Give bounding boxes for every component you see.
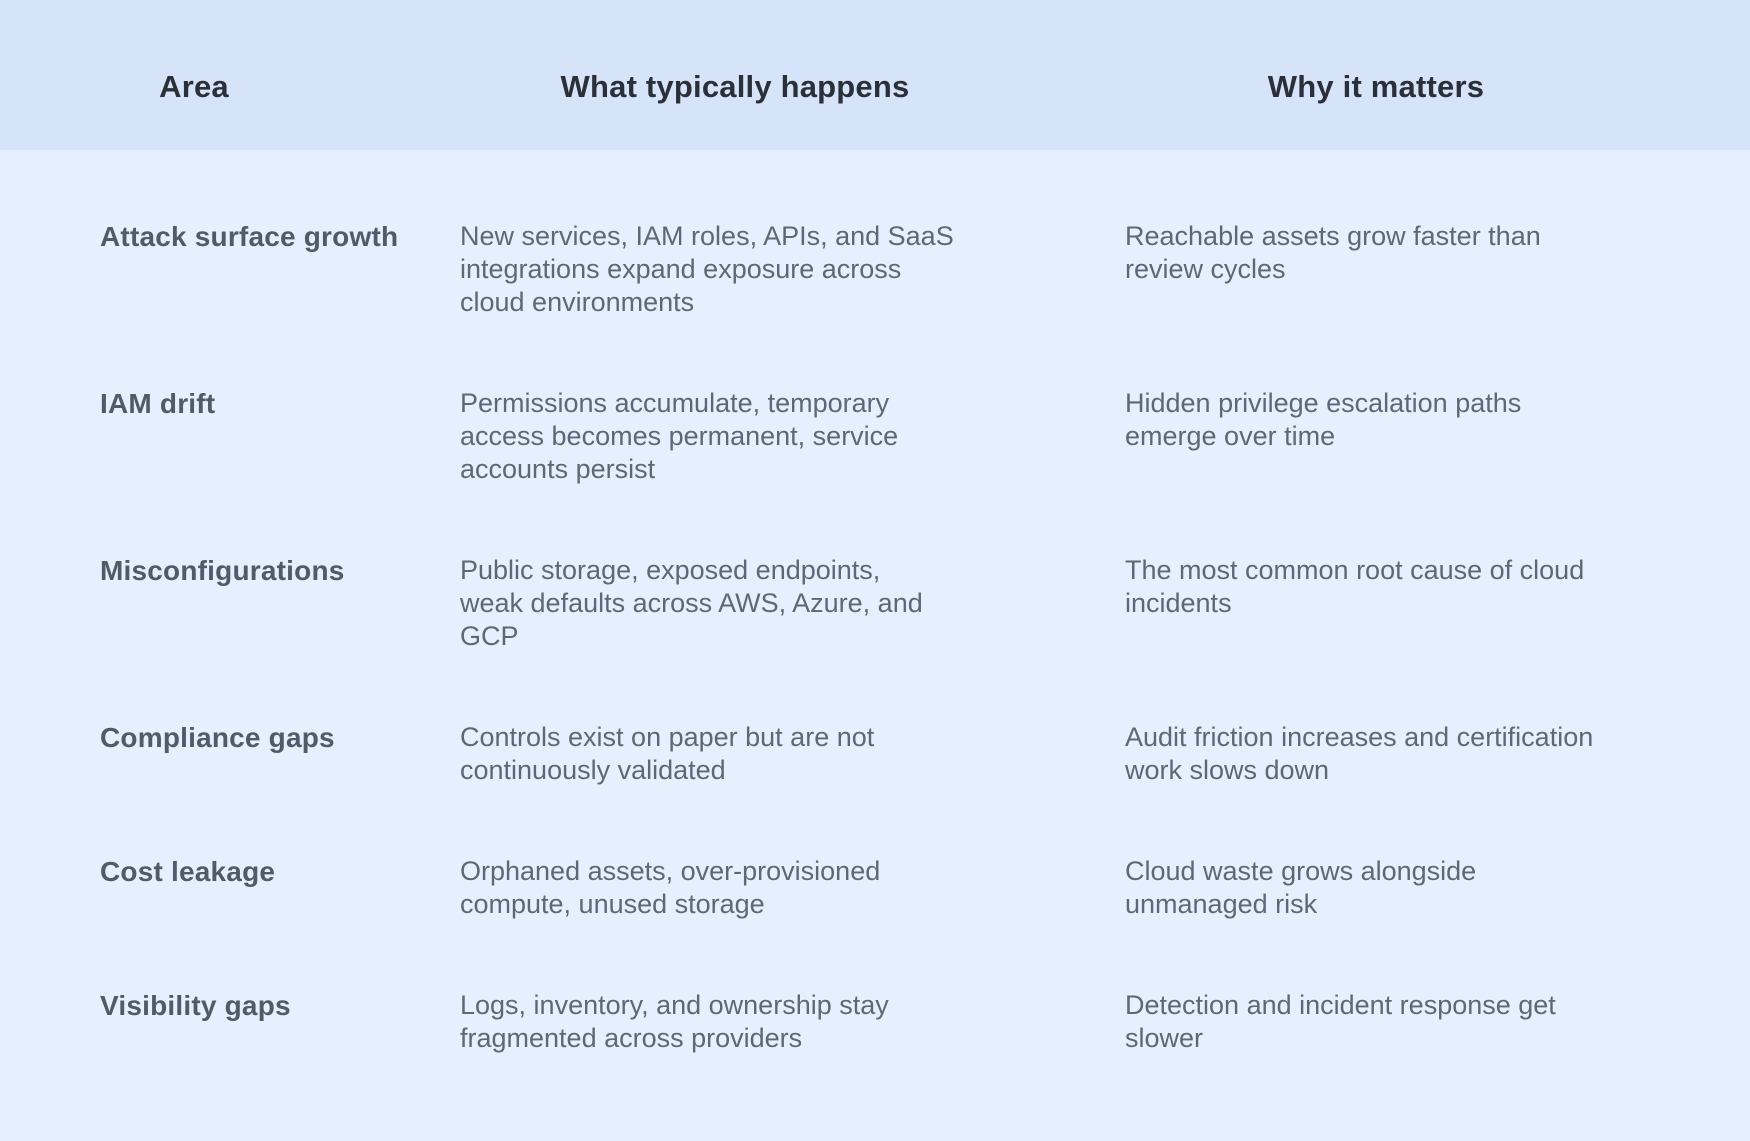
table-row-misconfigurations: Misconfigurations Public storage, expose…	[100, 554, 1695, 653]
why-it-matters-text: Hidden privilege escalation paths emerge …	[1125, 388, 1522, 451]
why-it-matters-text: Audit friction increases and certificati…	[1125, 722, 1594, 785]
area-label: Compliance gaps	[100, 722, 335, 753]
area-label: Cost leakage	[100, 856, 276, 887]
table-header-row: Area What typically happens Why it matte…	[0, 0, 1750, 150]
what-happens-text: Logs, inventory, and ownership stay fragm…	[460, 990, 889, 1053]
area-label: Visibility gaps	[100, 990, 291, 1021]
area-label: IAM drift	[100, 388, 216, 419]
table-row-iam-drift: IAM drift Permissions accumulate, tempor…	[100, 387, 1695, 486]
table-row-compliance-gaps: Compliance gaps Controls exist on paper …	[100, 721, 1695, 787]
why-it-matters-text: Cloud waste grows alongside unmanaged ris…	[1125, 856, 1477, 919]
column-header-what-typically-happens: What typically happens	[560, 69, 910, 104]
column-header-area: Area	[159, 69, 229, 104]
what-happens-text: Controls exist on paper but are not conti…	[460, 722, 875, 785]
table-body: Attack surface growth New services, IAM …	[0, 150, 1750, 1055]
what-happens-text: Public storage, exposed endpoints, weak d…	[460, 555, 923, 651]
what-happens-text: Orphaned assets, over-provisioned compute…	[460, 856, 881, 919]
area-label: Attack surface growth	[100, 221, 399, 252]
why-it-matters-text: The most common root cause of cloud incid…	[1125, 555, 1585, 618]
table-row-attack-surface-growth: Attack surface growth New services, IAM …	[100, 220, 1695, 319]
table-row-visibility-gaps: Visibility gaps Logs, inventory, and own…	[100, 989, 1695, 1055]
why-it-matters-text: Reachable assets grow faster than review …	[1125, 221, 1541, 284]
table-row-cost-leakage: Cost leakage Orphaned assets, over-provi…	[100, 855, 1695, 921]
what-happens-text: New services, IAM roles, APIs, and SaaS i…	[460, 221, 954, 317]
column-header-why-it-matters: Why it matters	[1267, 69, 1485, 104]
why-it-matters-text: Detection and incident response get slowe…	[1125, 990, 1556, 1053]
what-happens-text: Permissions accumulate, temporary access …	[460, 388, 899, 484]
area-label: Misconfigurations	[100, 555, 345, 586]
